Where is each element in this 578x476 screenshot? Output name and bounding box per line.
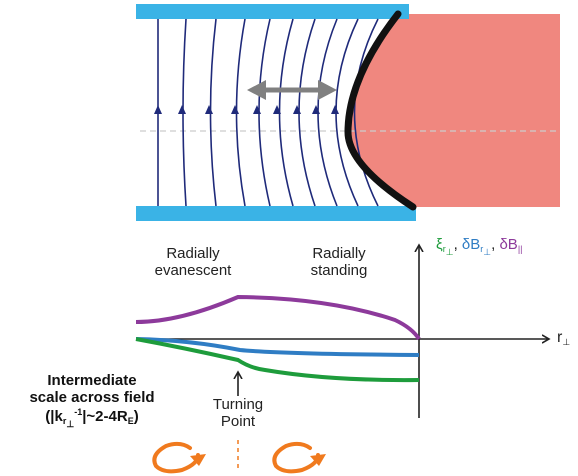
top-plate xyxy=(136,4,409,19)
boundary-curve xyxy=(344,10,417,211)
field-arrow-icon xyxy=(273,105,281,114)
field-line xyxy=(298,18,316,207)
vortex-right-icon xyxy=(272,441,326,474)
field-arrow-icon xyxy=(293,105,301,114)
legend: ξr⊥, δBr⊥, δB|| xyxy=(436,236,523,257)
plasma-region xyxy=(348,14,560,207)
vortex-left-icon xyxy=(152,441,206,474)
purple-curve xyxy=(135,294,421,341)
label-turning-point: Turning Point xyxy=(212,396,264,431)
bottom-plate xyxy=(136,206,416,221)
field-arrow-icon xyxy=(231,105,239,114)
field-line xyxy=(353,18,379,207)
label-intermediate-scale: Intermediate scale across field (|kr⊥-1|… xyxy=(12,372,172,429)
label-radially-standing: Radially standing xyxy=(310,245,368,280)
field-arrow-icon xyxy=(154,105,162,114)
field-line xyxy=(278,18,294,207)
blue-curve xyxy=(135,337,420,357)
legend-dbr: δBr⊥ xyxy=(461,236,492,257)
field-arrow-icon xyxy=(205,105,213,114)
field-arrow-icon xyxy=(178,105,186,114)
legend-xi: ξr⊥ xyxy=(436,236,454,257)
x-axis-label: r⊥ xyxy=(557,329,571,347)
field-arrow-icon xyxy=(312,105,320,114)
double-arrow-icon xyxy=(247,80,337,100)
field-arrow-icon xyxy=(331,105,339,114)
legend-dbpar: δB|| xyxy=(499,236,523,254)
field-line xyxy=(258,18,271,207)
scale-formula: (|kr⊥-1|~2-4RE) xyxy=(45,406,139,429)
field-line-arrows xyxy=(154,105,339,114)
green-curve xyxy=(135,337,420,383)
field-lines xyxy=(157,18,379,207)
field-arrow-icon xyxy=(253,105,261,114)
label-radially-evanescent: Radially evanescent xyxy=(154,245,232,280)
